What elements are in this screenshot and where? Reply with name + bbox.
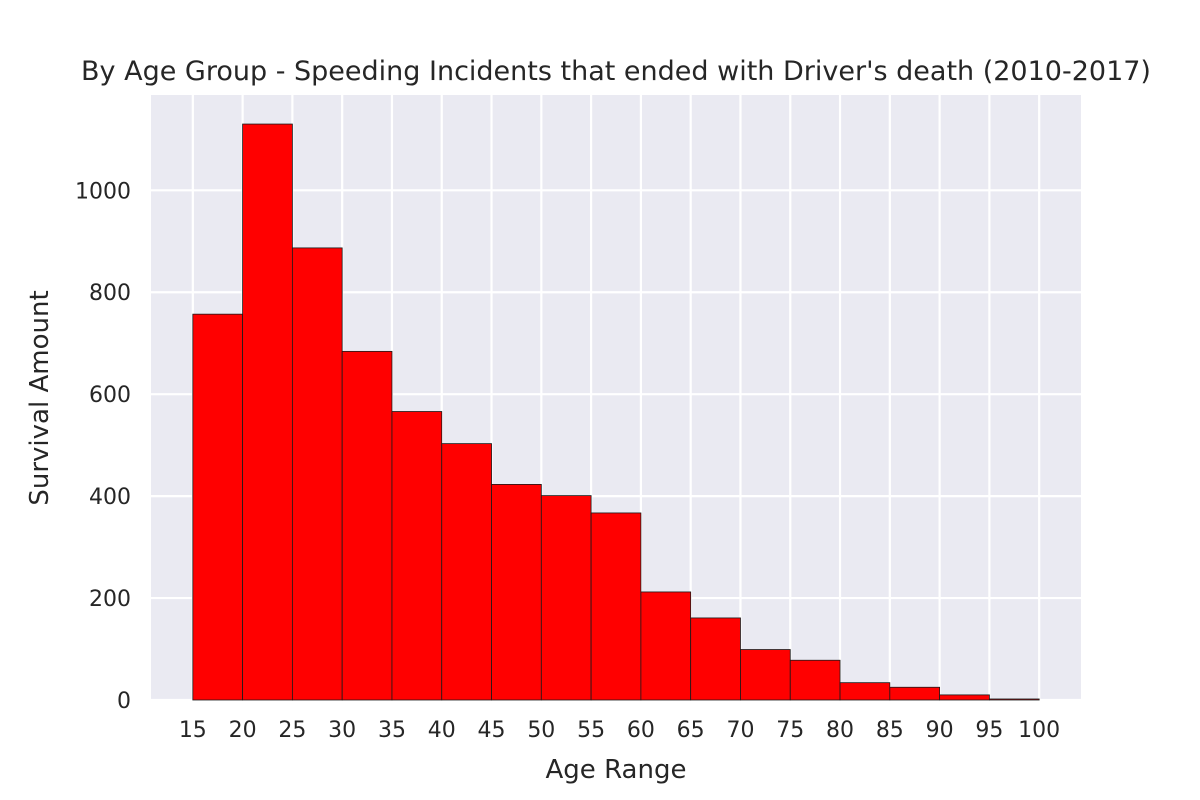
histogram-bar bbox=[540, 495, 592, 701]
histogram-bar bbox=[789, 659, 841, 701]
histogram-bar bbox=[640, 591, 692, 701]
x-tick-label: 95 bbox=[975, 718, 1003, 743]
histogram-bar bbox=[341, 350, 393, 701]
chart-title: By Age Group - Speeding Incidents that e… bbox=[81, 56, 1151, 87]
x-tick-label: 100 bbox=[1018, 718, 1060, 743]
x-tick-labels: 15 20 25 30 35 40 45 50 55 60 65 70 75 80 85 90 95 100 bbox=[179, 718, 1060, 743]
histogram-bar bbox=[291, 247, 343, 701]
y-tick-label: 400 bbox=[89, 485, 131, 510]
histogram-bar bbox=[988, 698, 1040, 701]
histogram-bar bbox=[391, 411, 443, 701]
x-tick-label: 45 bbox=[478, 718, 506, 743]
y-axis-label: Survival Amount bbox=[25, 290, 55, 505]
x-tick-label: 60 bbox=[627, 718, 655, 743]
x-tick-label: 75 bbox=[776, 718, 804, 743]
histogram-bar bbox=[889, 686, 941, 701]
histogram-bar bbox=[839, 682, 891, 701]
x-tick-label: 70 bbox=[726, 718, 754, 743]
histogram-bar bbox=[939, 694, 990, 701]
x-tick-label: 50 bbox=[527, 718, 555, 743]
histogram-bar bbox=[590, 512, 642, 701]
histogram-bar bbox=[690, 617, 741, 701]
x-tick-label: 25 bbox=[278, 718, 306, 743]
x-tick-label: 55 bbox=[577, 718, 605, 743]
histogram-bar bbox=[192, 313, 244, 701]
x-tick-label: 65 bbox=[677, 718, 705, 743]
histogram-bar bbox=[242, 123, 293, 701]
y-tick-label: 200 bbox=[89, 587, 131, 612]
x-tick-label: 40 bbox=[428, 718, 456, 743]
histogram-bar bbox=[491, 484, 542, 701]
x-tick-label: 35 bbox=[378, 718, 406, 743]
histogram-bar bbox=[740, 649, 791, 701]
y-tick-label: 600 bbox=[89, 383, 131, 408]
x-tick-label: 80 bbox=[826, 718, 854, 743]
y-tick-labels: 0 200 400 600 800 1000 bbox=[75, 179, 131, 714]
x-tick-label: 30 bbox=[328, 718, 356, 743]
x-axis-label: Age Range bbox=[546, 755, 687, 785]
y-tick-label: 0 bbox=[117, 689, 131, 714]
x-tick-label: 15 bbox=[179, 718, 207, 743]
y-tick-label: 800 bbox=[89, 281, 131, 306]
y-tick-label: 1000 bbox=[75, 179, 131, 204]
x-tick-label: 20 bbox=[229, 718, 257, 743]
bars bbox=[192, 123, 1040, 701]
histogram-bar bbox=[441, 443, 492, 701]
x-tick-label: 85 bbox=[876, 718, 904, 743]
x-tick-label: 90 bbox=[926, 718, 954, 743]
